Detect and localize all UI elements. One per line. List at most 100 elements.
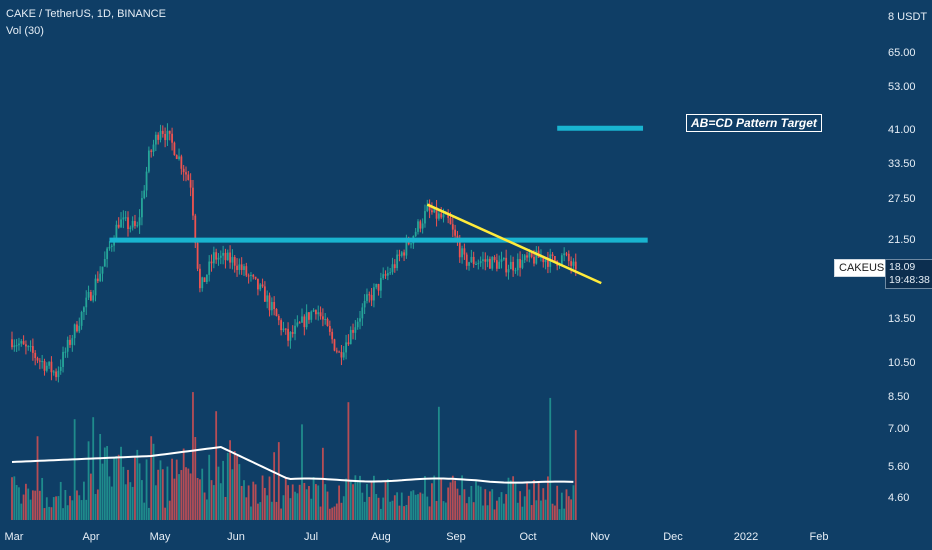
volume-bar: [523, 496, 526, 520]
candle-body: [222, 252, 225, 256]
candle-body: [219, 255, 222, 258]
volume-bar: [375, 494, 378, 520]
volume-bar: [433, 475, 436, 520]
candle-body: [447, 213, 450, 218]
volume-bar: [122, 466, 125, 520]
candle-body: [78, 325, 81, 332]
price-axis-tick: 21.50: [888, 234, 916, 246]
candle-body: [572, 261, 575, 266]
candle-body: [356, 321, 359, 328]
candle-body: [27, 346, 30, 348]
symbol-title[interactable]: CAKE / TetherUS, 1D, BINANCE: [6, 8, 166, 20]
candle-body: [62, 351, 64, 367]
candle-body: [486, 258, 489, 262]
candle-body: [547, 259, 549, 267]
volume-bar: [268, 476, 271, 520]
pattern-target-label[interactable]: AB=CD Pattern Target: [686, 114, 822, 132]
candle-body: [173, 142, 176, 156]
volume-bar: [535, 500, 538, 520]
candle-body: [13, 345, 16, 348]
volume-bar: [22, 494, 25, 520]
last-price: 18.09: [889, 261, 916, 273]
volume-bar: [447, 487, 450, 520]
candle-body: [312, 310, 315, 312]
volume-indicator-label[interactable]: Vol (30): [6, 25, 44, 37]
volume-bar: [393, 495, 396, 520]
candle-body: [514, 270, 517, 272]
volume-bar: [373, 475, 375, 520]
candle-body: [152, 144, 155, 152]
volume-bar: [161, 469, 164, 520]
candle-body: [382, 274, 385, 279]
volume-bar: [410, 491, 412, 520]
volume-bar: [20, 503, 23, 520]
candle-body: [335, 350, 338, 352]
candle-body: [386, 272, 389, 276]
volume-bar: [298, 484, 301, 520]
candle-body: [451, 224, 454, 230]
candle-body: [182, 168, 185, 173]
volume-bar: [236, 455, 238, 520]
candle-body: [254, 276, 257, 279]
candle-body: [89, 292, 92, 301]
volume-bar: [509, 480, 512, 520]
candle-body: [553, 256, 556, 261]
candle-body: [233, 257, 236, 266]
candle-body: [463, 248, 466, 255]
candle-body: [319, 312, 322, 317]
candle-body: [166, 130, 169, 141]
candle-body: [535, 250, 538, 264]
volume-bar: [36, 436, 39, 520]
candle-body: [192, 187, 194, 216]
candle-body: [270, 302, 273, 311]
volume-bar: [73, 419, 76, 520]
candle-body: [291, 332, 294, 334]
volume-bar: [461, 475, 463, 520]
volume-bar: [224, 496, 227, 520]
volume-bar: [136, 449, 139, 520]
volume-bar: [560, 492, 563, 520]
candle-body: [303, 316, 306, 328]
volume-bar: [64, 489, 67, 520]
volume-bar: [103, 447, 106, 520]
volume-bar: [273, 452, 276, 520]
candle-body: [199, 268, 201, 289]
candle-body: [208, 261, 211, 275]
candle-body: [41, 361, 44, 363]
volume-bar: [382, 497, 385, 520]
volume-bar: [572, 485, 575, 520]
volume-bar: [544, 499, 547, 520]
time-axis-tick: Oct: [519, 531, 536, 543]
candle-body: [375, 284, 378, 288]
candle-body: [493, 257, 496, 261]
candle-body: [321, 316, 324, 320]
volume-bar: [435, 500, 438, 520]
candle-body: [470, 256, 473, 263]
volume-bar: [421, 493, 424, 520]
candle-body: [482, 259, 484, 262]
candle-body: [245, 266, 248, 276]
volume-bar: [493, 509, 496, 520]
candle-body: [505, 257, 508, 273]
candle-body: [431, 210, 433, 213]
candle-body: [215, 252, 218, 260]
volume-bar: [252, 481, 255, 520]
volume-bar: [78, 495, 81, 520]
candle-body: [277, 316, 280, 321]
candle-body: [175, 155, 178, 160]
volume-bar: [465, 503, 468, 520]
volume-bar: [168, 500, 171, 520]
descending-trendline[interactable]: [426, 203, 602, 285]
candle-body: [31, 346, 34, 353]
volume-bar: [349, 480, 352, 520]
candle-body: [205, 274, 208, 283]
candle-body: [143, 190, 146, 199]
volume-bar: [340, 502, 343, 520]
candle-body: [247, 275, 250, 277]
candle-body: [178, 156, 180, 160]
candle-body: [212, 252, 215, 264]
candle-body: [129, 227, 132, 229]
candle-body: [18, 343, 20, 346]
